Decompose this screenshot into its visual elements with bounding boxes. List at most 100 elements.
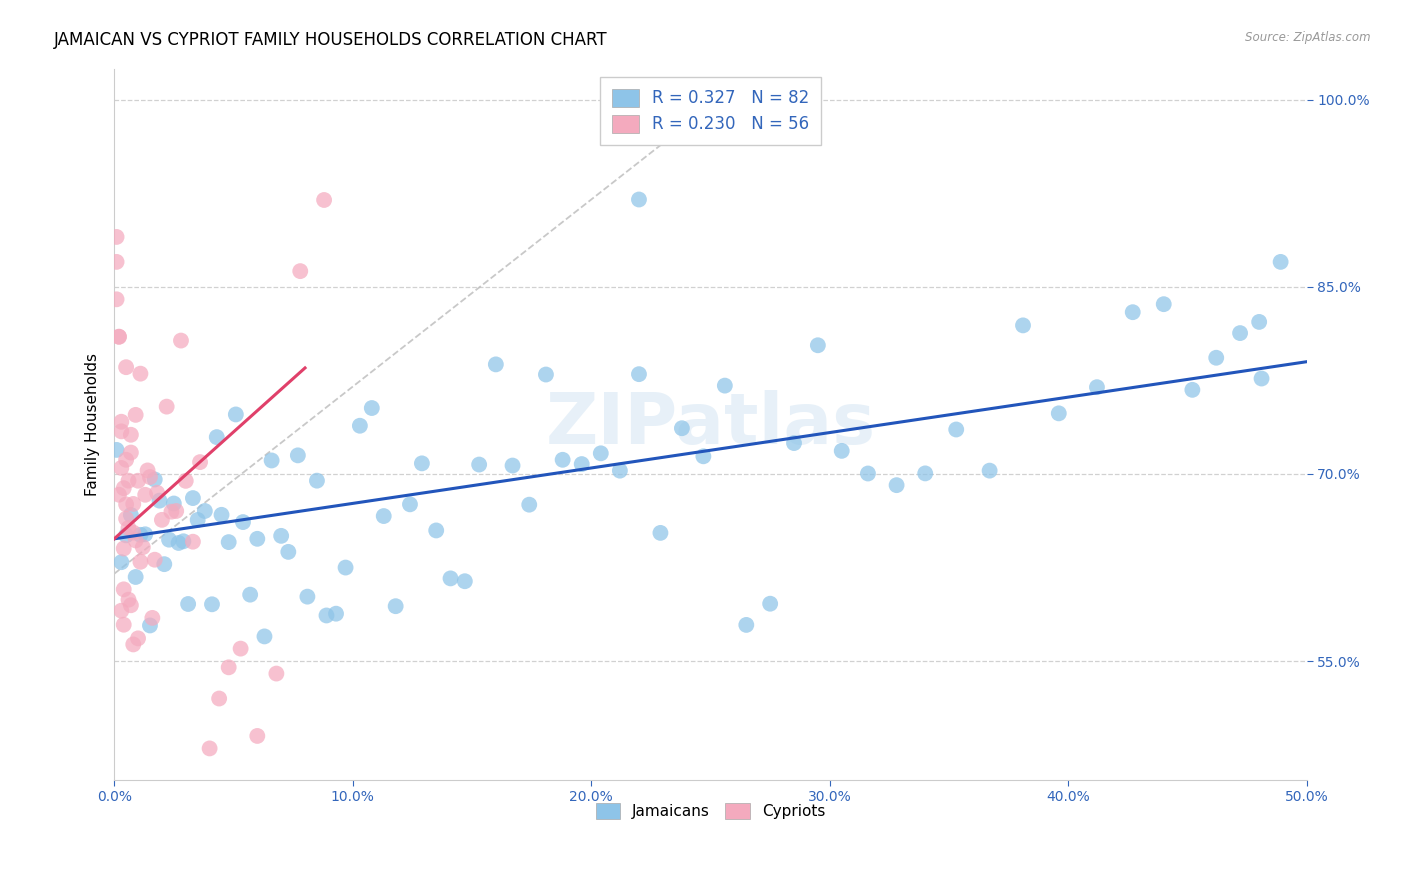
Point [105, 255, 128, 269]
Point [297, 590, 319, 604]
Point [177, 597, 200, 611]
Point [172, 534, 194, 549]
Point [1047, 406, 1070, 420]
Point [571, 457, 593, 471]
Point [1181, 383, 1204, 397]
Point [979, 464, 1001, 478]
Point [831, 443, 853, 458]
Point [783, 436, 806, 450]
Point [112, 541, 135, 556]
Point [277, 545, 299, 559]
Point [468, 458, 491, 472]
Point [120, 445, 142, 459]
Point [181, 534, 204, 549]
Point [454, 574, 477, 589]
Point [253, 629, 276, 643]
Point [124, 408, 146, 422]
Point [105, 442, 128, 457]
Point [290, 264, 312, 278]
Point [117, 592, 139, 607]
Point [134, 488, 156, 502]
Point [181, 491, 204, 505]
Text: ZIPatlas: ZIPatlas [546, 390, 876, 458]
Point [692, 450, 714, 464]
Point [315, 608, 337, 623]
Point [143, 552, 166, 566]
Point [112, 617, 135, 632]
Point [627, 367, 650, 381]
Point [1270, 255, 1292, 269]
Text: Source: ZipAtlas.com: Source: ZipAtlas.com [1246, 31, 1371, 45]
Point [650, 525, 672, 540]
Point [1085, 380, 1108, 394]
Point [325, 607, 347, 621]
Point [411, 456, 433, 470]
Point [153, 557, 176, 571]
Point [122, 637, 145, 651]
Point [170, 334, 193, 348]
Y-axis label: Family Households: Family Households [86, 352, 100, 496]
Point [384, 599, 406, 614]
Point [218, 535, 240, 549]
Point [198, 741, 221, 756]
Point [627, 193, 650, 207]
Point [439, 571, 461, 585]
Point [609, 464, 631, 478]
Point [305, 474, 328, 488]
Point [945, 422, 967, 436]
Point [108, 330, 131, 344]
Point [1012, 318, 1035, 333]
Point [105, 293, 128, 307]
Point [1205, 351, 1227, 365]
Point [150, 513, 173, 527]
Point [115, 528, 138, 542]
Point [266, 666, 288, 681]
Point [127, 632, 149, 646]
Point [124, 533, 146, 548]
Point [188, 455, 211, 469]
Point [120, 599, 142, 613]
Point [148, 493, 170, 508]
Point [110, 425, 132, 439]
Text: JAMAICAN VS CYPRIOT FAMILY HOUSEHOLDS CORRELATION CHART: JAMAICAN VS CYPRIOT FAMILY HOUSEHOLDS CO… [53, 31, 607, 49]
Point [127, 474, 149, 488]
Point [108, 488, 131, 502]
Point [174, 474, 197, 488]
Point [110, 461, 132, 475]
Point [373, 509, 395, 524]
Point [551, 452, 574, 467]
Point [139, 470, 162, 484]
Point [735, 618, 758, 632]
Point [335, 560, 357, 574]
Point [856, 467, 879, 481]
Point [886, 478, 908, 492]
Point [120, 508, 142, 522]
Point [807, 338, 830, 352]
Point [143, 473, 166, 487]
Point [229, 641, 252, 656]
Point [201, 597, 224, 611]
Point [124, 570, 146, 584]
Point [1250, 371, 1272, 385]
Point [1122, 305, 1144, 319]
Point [167, 536, 190, 550]
Point [187, 513, 209, 527]
Point [141, 611, 163, 625]
Point [671, 421, 693, 435]
Point [105, 230, 128, 244]
Point [146, 485, 169, 500]
Point [208, 691, 231, 706]
Point [165, 504, 187, 518]
Point [260, 453, 283, 467]
Point [129, 367, 152, 381]
Point [246, 532, 269, 546]
Point [399, 497, 422, 511]
Point [714, 378, 737, 392]
Point [232, 515, 254, 529]
Point [314, 193, 336, 207]
Point [349, 418, 371, 433]
Legend: Jamaicans, Cypriots: Jamaicans, Cypriots [589, 797, 831, 825]
Point [1153, 297, 1175, 311]
Point [110, 555, 132, 569]
Point [129, 555, 152, 569]
